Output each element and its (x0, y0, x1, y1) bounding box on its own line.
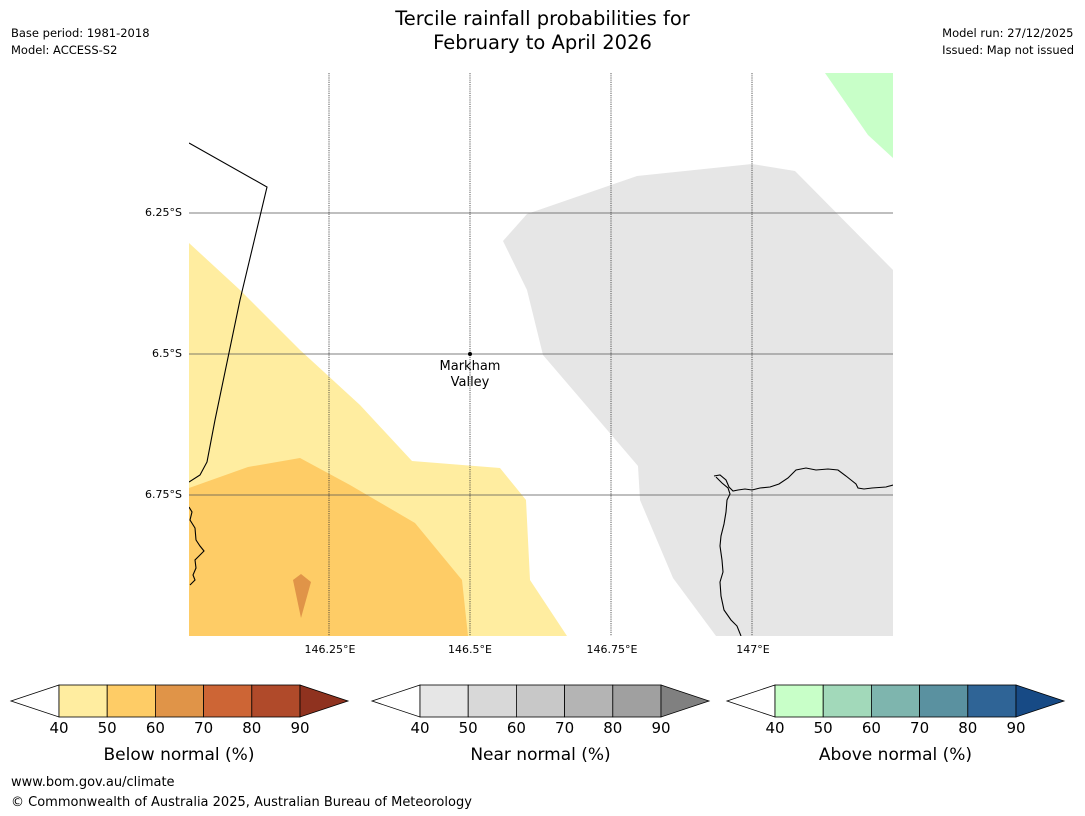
colorbar-segment (467, 684, 517, 718)
colorbar-segment (871, 684, 921, 718)
map-title: Tercile rainfall probabilities for Febru… (0, 7, 1085, 55)
colorbar-segment (774, 684, 824, 718)
colorbar-segment (419, 684, 469, 718)
footer-url[interactable]: www.bom.gov.au/climate (11, 775, 175, 790)
colorbar-segment (58, 684, 108, 718)
colorbar-tick-label: 70 (910, 719, 930, 737)
colorbar-segment (106, 684, 156, 718)
colorbar-tick-label: 40 (410, 719, 430, 737)
colorbar-extend-high (299, 684, 350, 718)
meta-left: Base period: 1981-2018 Model: ACCESS-S2 (11, 25, 150, 59)
place-marker[interactable] (468, 352, 472, 356)
lat-label-2: 6.5°S (152, 347, 182, 360)
place-name-line-2: Valley (450, 375, 490, 390)
colorbar-tick-label: 40 (765, 719, 785, 737)
colorbar-tick-label: 70 (194, 719, 214, 737)
colorbar-tick-label: 80 (958, 719, 978, 737)
colorbar-above (725, 684, 1066, 718)
model-name: Model: ACCESS-S2 (11, 43, 118, 57)
colorbar-segment (154, 684, 204, 718)
colorbar-near (370, 684, 711, 718)
colorbar-extend-low (9, 684, 60, 718)
district-boundary (189, 142, 268, 483)
colorbar-tick-label: 90 (651, 719, 671, 737)
colorbar-tick-label: 50 (97, 719, 117, 737)
lat-label-3: 6.75°S (145, 488, 182, 501)
colorbar-label-near: Near normal (%) (470, 745, 611, 765)
lon-label-1: 146.25°E (304, 643, 356, 656)
colorbar-tick-label: 60 (861, 719, 881, 737)
colorbar-segment (251, 684, 301, 718)
colorbar-tick-label: 60 (145, 719, 165, 737)
colorbar-extend-high (660, 684, 711, 718)
region-below-60 (293, 574, 311, 618)
colorbar-tick-label: 90 (290, 719, 310, 737)
colorbar-label-below: Below normal (%) (103, 745, 255, 765)
colorbar-tick-label: 40 (49, 719, 69, 737)
colorbar-segment (203, 684, 253, 718)
colorbar-tick-label: 80 (603, 719, 623, 737)
region-below-50 (189, 458, 468, 636)
colorbar-tick-label: 50 (813, 719, 833, 737)
lon-label-3: 146.75°E (586, 643, 638, 656)
meta-right: Model run: 27/12/2025 Issued: Map not is… (942, 25, 1074, 59)
model-run: Model run: 27/12/2025 (942, 26, 1074, 40)
colorbars (9, 684, 1066, 718)
colorbar-segment (612, 684, 662, 718)
lon-label-2: 146.5°E (448, 643, 492, 656)
colorbar-segment (516, 684, 566, 718)
colorbar-extend-high (1015, 684, 1066, 718)
lon-label-4: 147°E (736, 643, 770, 656)
colorbar-tick-label: 60 (506, 719, 526, 737)
colorbar-segment (967, 684, 1017, 718)
place-name-line-1: Markham (439, 359, 501, 374)
footer-copyright: © Commonwealth of Australia 2025, Austra… (11, 795, 472, 810)
colorbar-label-above: Above normal (%) (818, 745, 973, 765)
lat-label-1: 6.25°S (145, 206, 182, 219)
colorbar-tick-label: 80 (242, 719, 262, 737)
colorbar-tick-label: 70 (555, 719, 575, 737)
region-near-40 (503, 164, 893, 636)
colorbar-tick-label: 50 (458, 719, 478, 737)
title-line-2: February to April 2026 (433, 31, 652, 54)
river-east (715, 476, 742, 636)
colorbar-segment (822, 684, 872, 718)
colorbar-extend-low (370, 684, 421, 718)
colorbar-tick-label: 90 (1006, 719, 1026, 737)
title-line-1: Tercile rainfall probabilities for (395, 7, 690, 30)
coastline-east (713, 467, 893, 492)
base-period: Base period: 1981-2018 (11, 26, 150, 40)
place-label: Markham Valley (420, 359, 520, 391)
region-above-40 (825, 73, 893, 158)
coastline-west (189, 506, 205, 586)
colorbar-extend-low (725, 684, 776, 718)
colorbar-below (9, 684, 350, 718)
colorbar-segment (919, 684, 969, 718)
issued-status: Issued: Map not issued (942, 43, 1074, 57)
colorbar-segment (564, 684, 614, 718)
